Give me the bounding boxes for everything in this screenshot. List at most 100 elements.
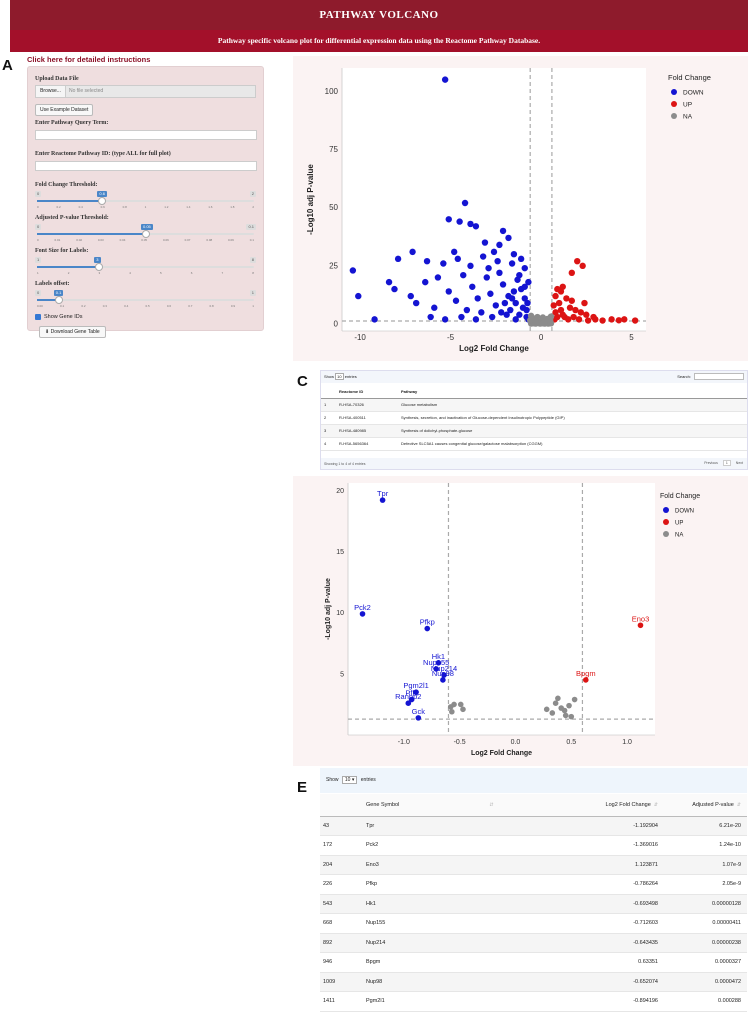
- gene-col-symbol[interactable]: Gene Symbol ⇵: [366, 794, 516, 817]
- slider-tick: 0.05: [141, 238, 148, 242]
- data-point-down: [415, 715, 422, 721]
- y-tick-label: 50: [329, 203, 338, 212]
- legend-key-down: [663, 507, 669, 513]
- legend-key-up: [671, 101, 677, 107]
- gene-table-length[interactable]: Show 10 ▾ entries: [326, 776, 376, 784]
- fold-change-slider[interactable]: 0 2 0.6 0 0.2 0.4 0.6 0.8 1 1.2 1.4 1.6 1.8 2: [35, 189, 256, 211]
- previous-page-button[interactable]: Previous: [704, 461, 718, 465]
- table-row[interactable]: 1 R-HSA-70326 Glucose metabolism: [321, 398, 747, 412]
- reactome-id-input[interactable]: [35, 160, 257, 171]
- gene-label: Nup214: [431, 664, 457, 673]
- data-point-down: [409, 248, 416, 256]
- table-row[interactable]: 892 Nup214 -0.643435 0.00000238: [320, 933, 747, 953]
- slider-tick: 0.2: [81, 304, 86, 308]
- adj-pvalue-slider[interactable]: 0 0.1 0.05 0 0.01 0.02 0.03 0.04 0.05 0.06 0.07 0.0…: [35, 222, 256, 244]
- slider-handle[interactable]: [98, 197, 107, 205]
- gene-col-index[interactable]: [320, 794, 366, 817]
- data-point-down: [508, 260, 516, 267]
- gene-symbol: Nup98: [366, 972, 516, 992]
- table-row[interactable]: 946 Bpgm 0.63351 0.0000327: [320, 952, 747, 973]
- show-gene-ids-checkbox[interactable]: [35, 314, 41, 320]
- table-row[interactable]: 204 Eno3 1.123871 1.07e-9: [320, 855, 747, 875]
- gene-entries-select[interactable]: 10 ▾: [341, 776, 358, 784]
- slider-tick: 0.7: [188, 304, 193, 308]
- slider-handle[interactable]: [142, 230, 150, 238]
- pathway-entries-select[interactable]: 10: [335, 373, 344, 380]
- pathway-query-input[interactable]: [35, 129, 257, 140]
- use-example-button[interactable]: Use Example Dataset: [35, 104, 94, 116]
- font-size-slider[interactable]: 1 8 3 1 2 3 4 5 6 7 8: [35, 255, 256, 277]
- pathway-col-reactome-id[interactable]: Reactome ID: [336, 386, 398, 399]
- legend-label-down: DOWN: [675, 509, 694, 515]
- data-point-down: [490, 248, 498, 256]
- slider-max: 2: [249, 191, 256, 197]
- table-row[interactable]: 4 R-HSA-5656364 Defective SLC5A1 causes …: [321, 437, 747, 451]
- gene-label: Ranbp2: [395, 692, 421, 701]
- gene-symbol: Nup214: [366, 933, 516, 953]
- data-point-up: [568, 297, 576, 304]
- data-point-down: [499, 281, 507, 288]
- pathway-col-index[interactable]: [321, 386, 336, 399]
- data-point-down: [501, 299, 509, 307]
- slider-track[interactable]: [37, 299, 254, 301]
- slider-tick: 0: [37, 205, 39, 209]
- gene-symbol: Pck2: [366, 835, 516, 856]
- data-point-down: [435, 660, 442, 666]
- table-row[interactable]: 172 Pck2 -1.369016 1.24e-10: [320, 835, 747, 856]
- download-gene-table-button[interactable]: ⬇ Download Gene Table: [39, 326, 106, 338]
- pathway-name: Synthesis, secretion, and inactivation o…: [398, 411, 747, 425]
- x-tick-label: 0.5: [566, 739, 576, 746]
- download-button-label: Download Gene Table: [50, 329, 100, 335]
- table-row[interactable]: 543 Hk1 -0.693498 0.00000128: [320, 894, 747, 914]
- gene-col-adjp[interactable]: Adjusted P-value ⇵: [661, 794, 747, 817]
- data-point-down: [516, 271, 523, 279]
- pathway-search-input[interactable]: [694, 373, 744, 380]
- data-point-na: [543, 706, 550, 713]
- table-row[interactable]: 2 R-HSA-400511 Synthesis, secretion, and…: [321, 411, 747, 425]
- data-point-down: [445, 288, 452, 295]
- show-gene-ids-row[interactable]: Show Gene IDs: [35, 314, 256, 320]
- data-point-down: [487, 290, 494, 297]
- table-row[interactable]: 1411 Pgm2l1 -0.894196 0.000288: [320, 991, 747, 1012]
- table-row[interactable]: 3 R-HSA-480985 Synthesis of dolichyl-pho…: [321, 424, 747, 438]
- data-point-down: [434, 274, 442, 281]
- data-point-na: [457, 701, 464, 708]
- data-point-down: [510, 250, 518, 258]
- slider-handle[interactable]: [95, 263, 104, 271]
- slider-tick: 0.1: [60, 304, 65, 308]
- next-page-button[interactable]: Next: [735, 461, 743, 465]
- legend-title: Fold Change: [668, 73, 711, 82]
- log2-fold-change: -0.786264: [516, 874, 661, 895]
- page-1-button[interactable]: 1: [722, 460, 731, 466]
- table-row[interactable]: 668 Nup155 -0.712603 0.00000411: [320, 913, 747, 934]
- data-point-na: [527, 312, 535, 320]
- table-row[interactable]: 226 Pfkp -0.786264 2.05e-9: [320, 874, 747, 895]
- browse-button[interactable]: Browse...: [35, 85, 66, 98]
- instructions-link[interactable]: Click here for detailed instructions: [27, 55, 151, 64]
- log2-fold-change: -0.712603: [516, 913, 661, 934]
- slider-track[interactable]: [37, 200, 254, 202]
- slider-track[interactable]: [37, 266, 254, 268]
- table-row[interactable]: 1009 Nup98 -0.652074 0.0000472: [320, 972, 747, 992]
- legend-label-up: UP: [683, 102, 692, 109]
- slider-tick: 1: [144, 205, 147, 209]
- data-point-down: [483, 274, 490, 281]
- slider-handle[interactable]: [54, 296, 63, 304]
- data-point-down: [499, 227, 507, 235]
- pathway-table-length[interactable]: Show 10 entries: [324, 373, 357, 380]
- data-point-na: [549, 710, 556, 716]
- data-point-na: [451, 701, 457, 708]
- data-point-down: [440, 677, 446, 683]
- slider-tick: 0.00: [37, 304, 43, 308]
- panel-label-e: E: [297, 779, 308, 796]
- pathway-col-pathway[interactable]: Pathway: [398, 386, 747, 399]
- gene-col-lfc[interactable]: Log2 Fold Change ⇵: [516, 794, 661, 817]
- data-point-up: [577, 309, 585, 316]
- data-point-down: [463, 306, 471, 314]
- gene-label: Hk1: [432, 652, 445, 661]
- data-point-down: [424, 625, 431, 632]
- labels-offset-slider[interactable]: 0 1 0.1 0.00 0.1 0.2 0.3 0.4 0.5 0.6 0.7 0.8 0.9 1: [35, 288, 256, 310]
- file-upload[interactable]: Browse... No file selected: [35, 85, 256, 98]
- table-row[interactable]: 43 Tpr -1.192904 6.21e-20: [320, 816, 747, 836]
- data-point-down: [423, 257, 431, 265]
